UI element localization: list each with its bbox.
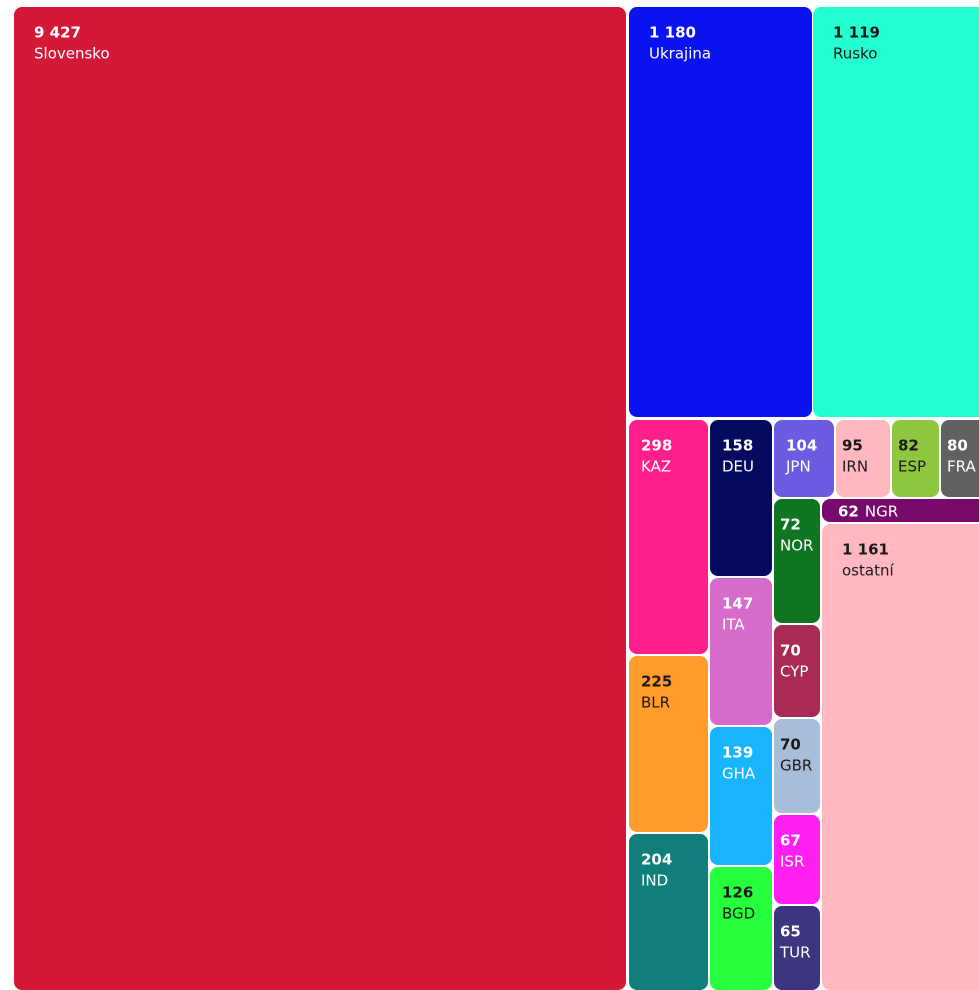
tile	[813, 7, 979, 417]
category-label: ISR	[780, 853, 804, 871]
category-label: Rusko	[833, 45, 877, 63]
tile	[774, 815, 820, 904]
value-label: 204	[641, 851, 672, 869]
value-label: 1 119	[833, 24, 880, 42]
tile	[892, 420, 939, 497]
category-label: TUR	[779, 944, 811, 962]
value-label: 95	[842, 437, 863, 455]
tile	[710, 867, 772, 990]
category-label: JPN	[785, 458, 811, 476]
tile	[774, 719, 820, 813]
tile	[774, 625, 820, 717]
category-label: ITA	[722, 616, 745, 634]
value-label: 67	[780, 832, 801, 850]
category-label: Ukrajina	[649, 45, 711, 63]
tile	[629, 656, 708, 832]
tile	[629, 420, 708, 654]
tile	[629, 834, 708, 990]
category-label: KAZ	[641, 458, 671, 476]
value-label: 158	[722, 437, 753, 455]
tile	[822, 524, 979, 990]
tile	[710, 578, 772, 725]
value-label: 298	[641, 437, 672, 455]
value-label: 139	[722, 744, 753, 762]
value-label: 9 427	[34, 24, 81, 42]
value-label: 225	[641, 673, 672, 691]
tile	[710, 727, 772, 865]
category-label: FRA	[947, 458, 976, 476]
tile	[941, 420, 979, 497]
tile	[774, 906, 820, 990]
category-label: IRN	[842, 458, 868, 476]
value-label: 80	[947, 437, 968, 455]
category-label: IND	[641, 872, 668, 890]
tile	[629, 7, 812, 417]
value-label: 1 161	[842, 541, 889, 559]
tile-label: 62 NGR	[838, 502, 898, 520]
tile	[710, 420, 772, 576]
value-label: 1 180	[649, 24, 696, 42]
category-label: GHA	[722, 765, 756, 783]
tile	[774, 420, 834, 497]
category-label: DEU	[722, 458, 754, 476]
tile	[14, 7, 626, 990]
value-label: 72	[780, 516, 801, 534]
value-label: 70	[780, 642, 801, 660]
value-label: 126	[722, 884, 753, 902]
category-label: ostatní	[842, 562, 894, 580]
category-label: CYP	[780, 663, 808, 681]
category-label: BGD	[722, 905, 755, 923]
value-label: 70	[780, 736, 801, 754]
value-label: 104	[786, 437, 817, 455]
category-label: Slovensko	[34, 45, 110, 63]
tile	[822, 499, 979, 522]
category-label: ESP	[898, 458, 926, 476]
tile	[774, 499, 820, 623]
category-label: GBR	[780, 757, 812, 775]
value-label: 82	[898, 437, 919, 455]
value-label: 65	[780, 923, 801, 941]
value-label: 147	[722, 595, 753, 613]
value-label: 62	[838, 502, 859, 520]
category-label: NGR	[865, 502, 898, 520]
tile	[836, 420, 890, 497]
category-label: NOR	[780, 537, 813, 555]
category-label: BLR	[641, 694, 670, 712]
